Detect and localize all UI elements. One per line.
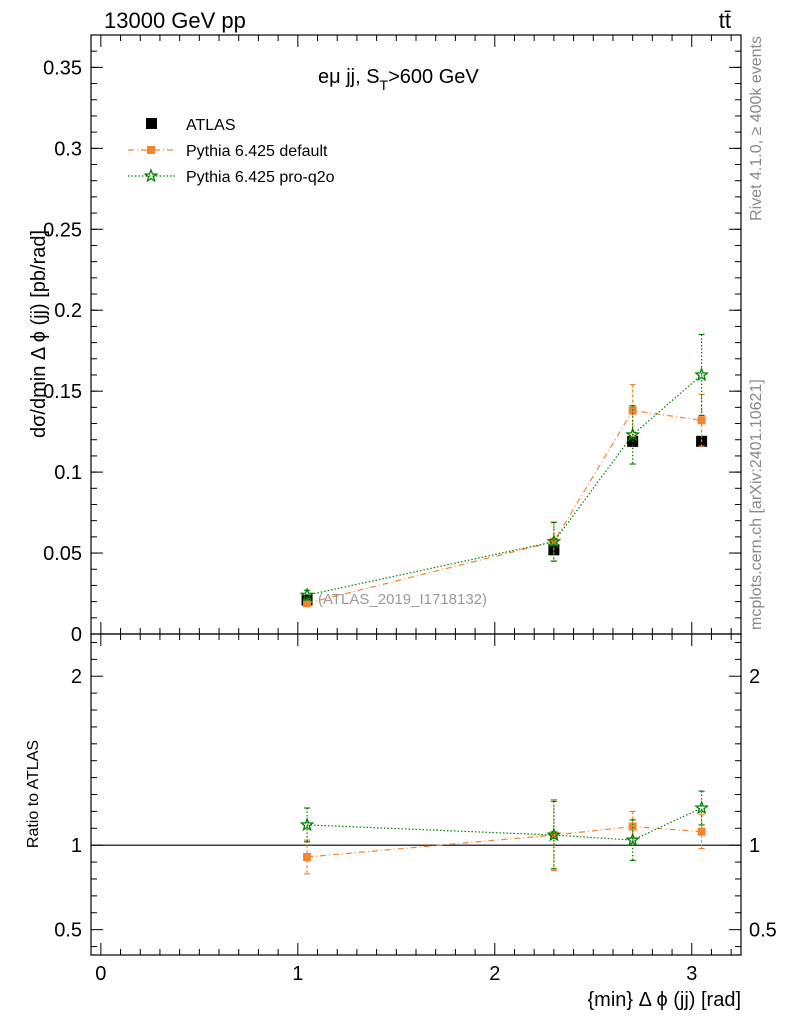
default-point [697, 416, 706, 425]
main-y-tick-label: 0.2 [54, 300, 82, 322]
ratio-y-tick-label: 1 [71, 835, 82, 857]
ratio-panel-frame [90, 633, 742, 956]
main-x-ticks [100, 35, 732, 634]
rivet-version-label: Rivet 4.1.0, ≥ 400k events [748, 36, 765, 221]
proq2o-line [306, 374, 702, 596]
legend-atlas-label: ATLAS [186, 117, 236, 134]
main-y-axis: 0 0.05 0.1 0.15 0.2 0.25 0.3 0.35 [43, 34, 741, 646]
main-y-tick-label: 0 [71, 624, 82, 646]
ratio-y-axis: 0.5 0.5 1 1 2 2 [54, 641, 777, 948]
main-title: eμ jj, ST>600 GeV [318, 66, 479, 93]
ratio-default-line [307, 825, 702, 858]
x-axis-label: {min} Δ ϕ (jj) [rad] [588, 989, 742, 1011]
process-label: tt̄ [719, 8, 731, 33]
ratio-y-tick-label-right: 2 [749, 666, 760, 688]
main-y-tick-label: 0.1 [54, 462, 82, 484]
ratio-x-axis: 0 1 2 3 [95, 634, 732, 985]
default-line [306, 409, 702, 604]
legend-default-label: Pythia 6.425 default [186, 143, 328, 160]
proq2o-point [546, 533, 562, 549]
main-y-tick-label: 0.25 [43, 219, 82, 241]
ratio-default-point [697, 827, 706, 836]
x-tick-label: 0 [95, 963, 106, 985]
ratio-y-tick-label: 2 [71, 666, 82, 688]
ratio-default-point [549, 831, 558, 840]
ratio-proq2o-point [694, 800, 710, 815]
legend-proq2o-label: Pythia 6.425 pro-q2o [186, 169, 335, 186]
ratio-y-tick-label-right: 1 [749, 835, 760, 857]
ratio-series [299, 790, 710, 875]
default-point [303, 599, 312, 608]
main-y-tick-label: 0.35 [43, 57, 82, 79]
proq2o-point [625, 427, 641, 442]
main-series [299, 333, 710, 608]
proq2o-point [694, 367, 710, 382]
ratio-proq2o-point [546, 827, 562, 842]
x-tick-label: 2 [489, 963, 500, 985]
legend: ATLAS Pythia 6.425 default Pythia 6.425 … [128, 117, 335, 186]
main-y-tick-label: 0.05 [43, 543, 82, 565]
mcplots-label: mcplots.cern.ch [arXiv:2401.10621] [748, 379, 765, 630]
x-tick-label: 3 [686, 963, 697, 985]
energy-label: 13000 GeV pp [104, 8, 246, 33]
main-y-label: dσ/dmin Δ ϕ (jj) [pb/rad] [28, 230, 50, 438]
ratio-proq2o-line [307, 807, 702, 841]
main-y-tick-label: 0.3 [54, 138, 82, 160]
legend-atlas-marker [146, 118, 157, 129]
proq2o-point [299, 587, 315, 602]
ratio-default-point [628, 822, 637, 831]
legend-proq2o-marker [143, 168, 159, 183]
ratio-y-tick-label: 0.5 [54, 920, 82, 942]
main-y-tick-label: 0.15 [43, 381, 82, 403]
legend-default-marker [147, 146, 155, 154]
ratio-proq2o-point [625, 832, 641, 847]
analysis-watermark: (ATLAS_2019_I1718132) [318, 591, 487, 608]
ratio-proq2o-point [299, 817, 315, 832]
ratio-default-point [303, 853, 312, 862]
ratio-y-label: Ratio to ATLAS [25, 740, 42, 848]
ratio-y-tick-label-right: 0.5 [749, 920, 777, 942]
x-tick-label: 1 [292, 963, 303, 985]
